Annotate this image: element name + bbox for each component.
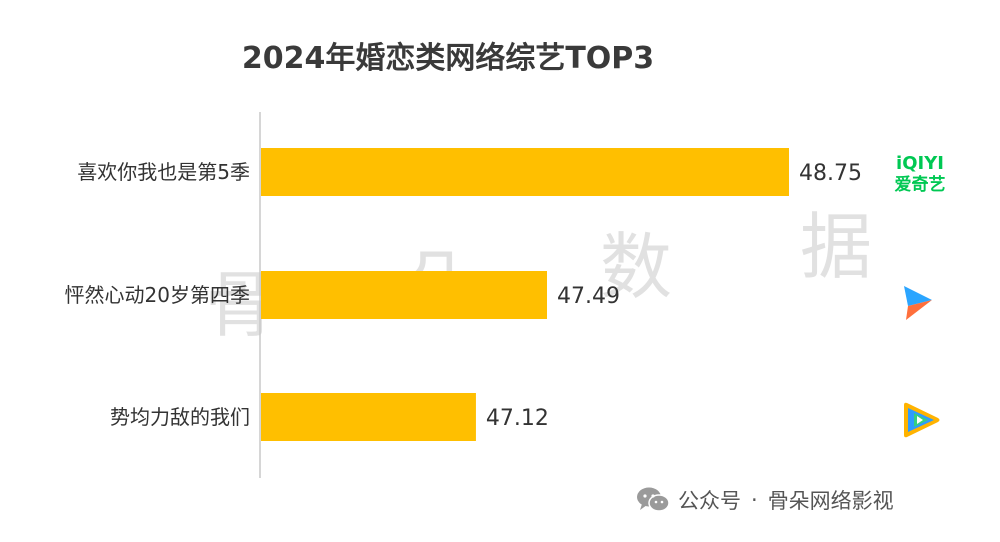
footer-separator: · [751, 488, 758, 512]
category-label: 喜欢你我也是第5季 [77, 160, 250, 184]
footer: 公众号 · 骨朵网络影视 [636, 484, 894, 516]
bar [261, 271, 547, 319]
footer-account-name: 骨朵网络影视 [767, 489, 894, 513]
youku-logo [904, 286, 932, 320]
wechat-icon [637, 487, 670, 512]
category-label: 怦然心动20岁第四季 [65, 283, 250, 307]
bar [261, 393, 476, 441]
watermark-char: 据 [800, 205, 872, 289]
chart-title: 2024年婚恋类网络综艺TOP3 [242, 41, 654, 76]
value-label: 47.12 [486, 406, 549, 431]
watermark-char: 数 [600, 225, 672, 309]
iqiyi-logo-text: iQIYI [896, 153, 944, 174]
category-label: 势均力敌的我们 [110, 405, 250, 429]
value-label: 48.75 [799, 161, 862, 186]
tencent-video-logo [904, 402, 940, 438]
bar [261, 148, 789, 196]
iqiyi-logo: iQIYI 爱奇艺 [895, 153, 946, 195]
iqiyi-logo-text-cn: 爱奇艺 [895, 174, 946, 195]
bars-group: 喜欢你我也是第5季 48.75 怦然心动20岁第四季 47.49 势均力敌的我们 47.1… [65, 148, 862, 441]
value-label: 47.49 [557, 284, 620, 309]
footer-account-label: 公众号 [678, 489, 741, 513]
